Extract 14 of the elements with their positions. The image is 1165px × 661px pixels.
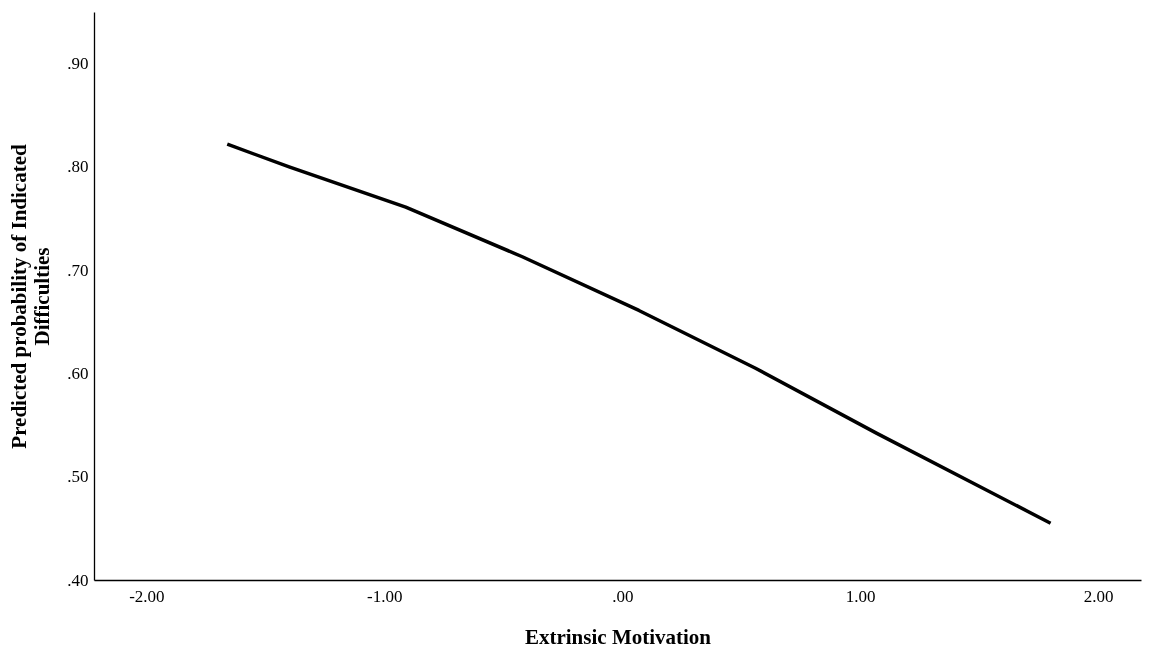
y-tick-label: .70 (67, 260, 89, 280)
y-tick-label: .60 (67, 363, 89, 383)
y-tick-label: .40 (67, 570, 89, 590)
y-axis-title: Predicted probability of Indicated Difficulties (7, 144, 55, 449)
y-tick-label: .80 (67, 157, 89, 177)
y-tick-label: .90 (67, 54, 89, 74)
y-tick-label: .50 (67, 467, 89, 487)
x-axis-title: Extrinsic Motivation (524, 624, 712, 649)
x-tick-label: -2.00 (129, 586, 165, 606)
line-series (225, 142, 1053, 525)
x-tick-label: 2.00 (1083, 586, 1114, 606)
x-tick-label: .00 (612, 586, 634, 606)
x-tick-label: -1.00 (367, 586, 403, 606)
x-tick-label: 1.00 (845, 586, 876, 606)
